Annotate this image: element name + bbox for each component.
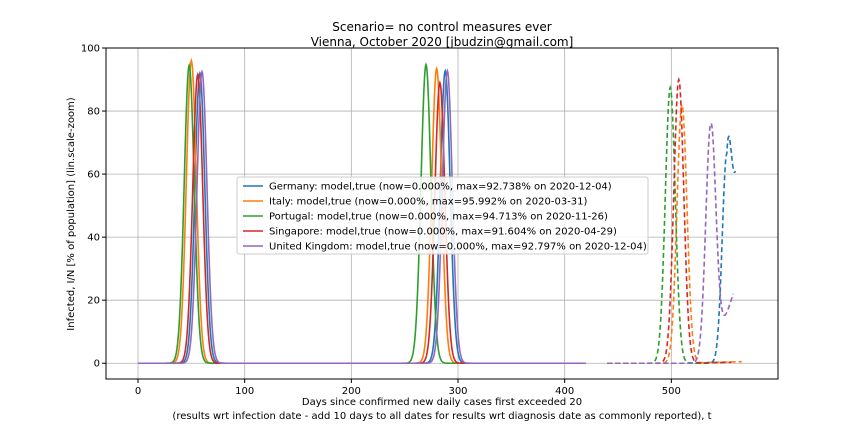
series-layer [138, 57, 742, 365]
x-tick-label: 200 [342, 386, 361, 397]
series-line-solid [138, 68, 586, 365]
x-tick-label: 100 [235, 386, 254, 397]
legend-label: Italy: model,true (now=0.000%, max=95.99… [269, 197, 588, 208]
y-tick-label: 20 [87, 296, 100, 307]
series-line-dashed [607, 102, 742, 365]
chart-title-line2: Vienna, October 2020 [jbudzin@gmail.com] [311, 35, 574, 49]
x-axis-label-line2: (results wrt infection date - add 10 day… [172, 411, 711, 422]
legend-label: Germany: model,true (now=0.000%, max=92.… [269, 182, 612, 193]
series-line-dashed [607, 122, 734, 365]
y-tick-label: 40 [87, 233, 100, 244]
x-tick-label: 400 [555, 386, 574, 397]
x-tick-label: 300 [448, 386, 467, 397]
y-tick-label: 100 [81, 44, 100, 55]
legend: Germany: model,true (now=0.000%, max=92.… [236, 176, 649, 255]
chart-title-line1: Scenario= no control measures ever [332, 20, 551, 34]
x-axis-label-line1: Days since confirmed new daily cases fir… [302, 397, 582, 408]
x-tick-label: 500 [662, 386, 681, 397]
y-tick-label: 0 [94, 359, 100, 370]
y-tick-label: 60 [87, 170, 100, 181]
legend-box [236, 176, 649, 255]
x-tick-label: 0 [135, 386, 141, 397]
legend-label: Portugal: model,true (now=0.000%, max=94… [269, 212, 608, 223]
y-axis-label: Infected, I/N [% of population] (lin.sca… [66, 97, 77, 330]
y-tick-label: 80 [87, 107, 100, 118]
plot-frame [105, 47, 779, 380]
legend-label: United Kingdom: model,true (now=0.000%, … [269, 242, 647, 253]
tick-layer: 0 100 200 300 400 500 0 20 40 60 80 100 [81, 44, 681, 398]
legend-label: Singapore: model,true (now=0.000%, max=9… [269, 227, 617, 238]
